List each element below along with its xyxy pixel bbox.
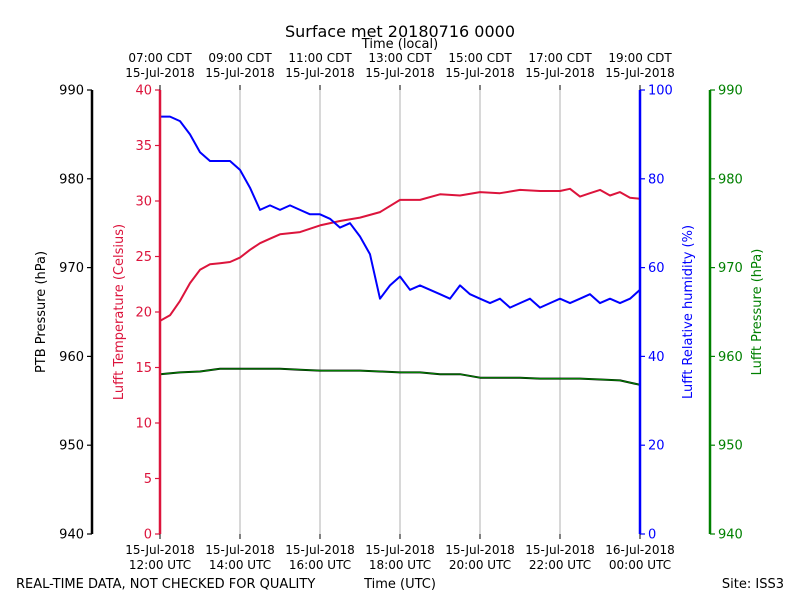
top-tick-label: 09:00 CDT: [208, 51, 272, 65]
lufft-temperature-line: [159, 187, 641, 322]
lufft-pressure-axis-tick-label: 950: [718, 439, 743, 454]
bottom-tick-label: 00:00 UTC: [609, 558, 671, 572]
bottom-tick-label: 15-Jul-2018: [285, 543, 355, 557]
humidity-axis-label: Lufft Relative humidity (%): [681, 225, 696, 399]
lufft-relative-humidity-line: [160, 115, 641, 309]
bottom-tick-label: 18:00 UTC: [369, 558, 431, 572]
footer-disclaimer: REAL-TIME DATA, NOT CHECKED FOR QUALITY: [16, 577, 315, 592]
ptb-pressure-axis-tick-label: 980: [59, 172, 84, 187]
bottom-tick-label: 15-Jul-2018: [365, 543, 435, 557]
top-tick-label: 15-Jul-2018: [365, 66, 435, 80]
bottom-tick-label: 15-Jul-2018: [205, 543, 275, 557]
top-tick-label: 07:00 CDT: [128, 51, 192, 65]
humidity-axis-tick-label: 60: [648, 261, 665, 276]
temperature-axis-tick-label: 35: [135, 139, 152, 154]
top-tick-label: 11:00 CDT: [288, 51, 352, 65]
top-tick-label: 15-Jul-2018: [525, 66, 595, 80]
humidity-axis-tick-label: 40: [648, 350, 665, 365]
ptb-pressure-axis-tick-label: 970: [59, 261, 84, 276]
bottom-tick-label: 20:00 UTC: [449, 558, 511, 572]
temperature-axis-tick-label: 25: [135, 250, 152, 265]
top-tick-label: 17:00 CDT: [528, 51, 592, 65]
axes-layer: 940 950 960 970 980 990 0 5 10 15 20 25 30 35 40 0 20 40 6…: [59, 84, 743, 543]
temperature-axis-tick-label: 5: [144, 472, 152, 487]
top-axis-label: Time (local): [361, 37, 438, 52]
bottom-tick-label: 15-Jul-2018: [525, 543, 595, 557]
lufft-pressure-axis-tick-label: 940: [718, 528, 743, 543]
ptb-pressure-axis-label: PTB Pressure (hPa): [34, 251, 49, 373]
lufft-pressure-line: [159, 368, 641, 386]
temperature-axis-label: Lufft Temperature (Celsius): [112, 224, 127, 400]
top-tick-label: 15-Jul-2018: [605, 66, 675, 80]
top-tick-label: 15-Jul-2018: [445, 66, 515, 80]
bottom-tick-label: 16:00 UTC: [289, 558, 351, 572]
temperature-axis-tick-label: 20: [135, 306, 152, 321]
temperature-axis-tick-label: 30: [135, 195, 152, 210]
bottom-axis-label: Time (UTC): [363, 577, 436, 592]
temperature-axis-tick-label: 40: [135, 84, 152, 99]
top-tick-label: 15-Jul-2018: [205, 66, 275, 80]
humidity-axis-tick-label: 100: [648, 84, 673, 99]
series-layer: [159, 115, 641, 386]
ptb-pressure-axis-tick-label: 950: [59, 439, 84, 454]
humidity-axis-tick-label: 20: [648, 439, 665, 454]
top-tick-label: 15:00 CDT: [448, 51, 512, 65]
humidity-axis-tick-label: 80: [648, 172, 665, 187]
lufft-pressure-axis-label: Lufft Pressure (hPa): [750, 249, 765, 376]
bottom-tick-label: 12:00 UTC: [129, 558, 191, 572]
bottom-tick-label: 15-Jul-2018: [445, 543, 515, 557]
top-tick-label: 19:00 CDT: [608, 51, 672, 65]
top-tick-label: 15-Jul-2018: [125, 66, 195, 80]
grid: [239, 90, 561, 534]
temperature-axis-tick-label: 0: [144, 528, 152, 543]
bottom-tick-label: 14:00 UTC: [209, 558, 271, 572]
lufft-pressure-axis-tick-label: 960: [718, 350, 743, 365]
lufft-pressure-axis-tick-label: 980: [718, 172, 743, 187]
bottom-tick-label: 22:00 UTC: [529, 558, 591, 572]
ptb-pressure-axis-tick-label: 940: [59, 528, 84, 543]
top-tick-label: 15-Jul-2018: [285, 66, 355, 80]
top-tick-label: 13:00 CDT: [368, 51, 432, 65]
bottom-tick-label: 15-Jul-2018: [125, 543, 195, 557]
lufft-pressure-axis-tick-label: 990: [718, 84, 743, 99]
bottom-tick-label: 16-Jul-2018: [605, 543, 675, 557]
lufft-pressure-axis-tick-label: 970: [718, 261, 743, 276]
chart-title: Surface met 20180716 0000: [285, 22, 515, 41]
site-label: Site: ISS3: [722, 577, 784, 592]
ptb-pressure-axis-tick-label: 960: [59, 350, 84, 365]
humidity-axis-tick-label: 0: [648, 528, 656, 543]
temperature-axis-tick-label: 15: [135, 361, 152, 376]
ptb-pressure-axis-tick-label: 990: [59, 84, 84, 99]
temperature-axis-tick-label: 10: [135, 417, 152, 432]
